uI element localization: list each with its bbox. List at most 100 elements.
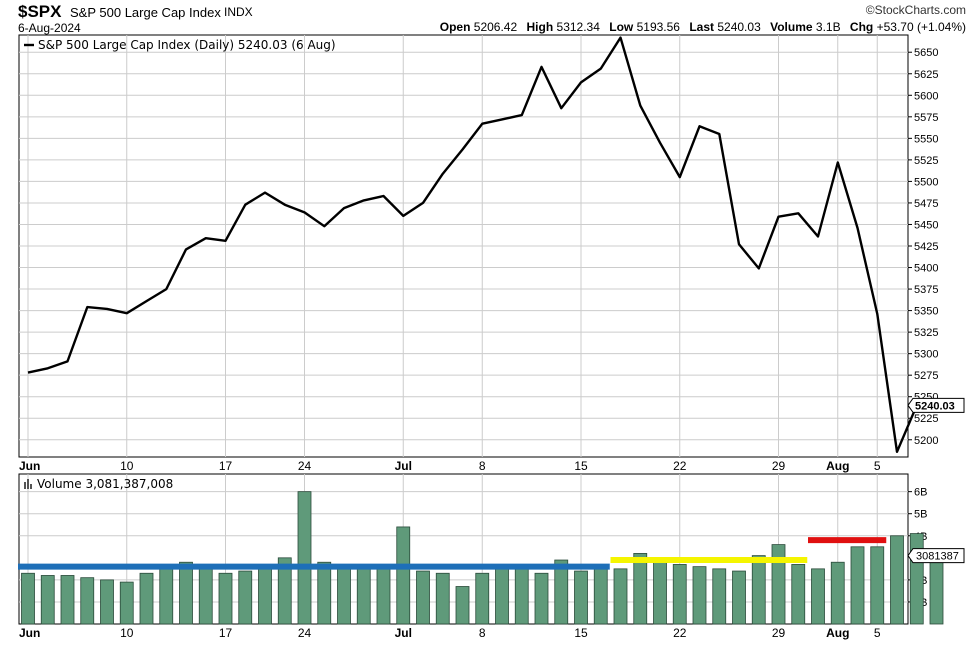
- volume-x-tick-label: Jun: [19, 626, 40, 640]
- volume-bar: [890, 535, 904, 625]
- last-volume-tag-box: [907, 548, 965, 564]
- legend-bar-3: [30, 484, 32, 489]
- last-price-tag-box: [907, 397, 965, 413]
- volume-value: 3.1B: [815, 20, 841, 34]
- last-volume-tag: 3081387: [907, 548, 965, 564]
- last-price-tag: 5240.03: [907, 397, 965, 413]
- volume-bar: [198, 568, 213, 625]
- price-x-axis: Jun 10 17 24 Jul 8 15 22 29 Aug 5: [19, 459, 881, 473]
- price-x-tick-label: 24: [298, 459, 312, 473]
- quote-bar: Open 5206.42 High 5312.34 Low 5193.56 La…: [434, 20, 966, 34]
- volume-bar: [514, 568, 529, 625]
- open-value: 5206.42: [473, 20, 518, 34]
- volume-bar: [870, 546, 885, 625]
- volume-x-tick-label: 10: [120, 626, 134, 640]
- volume-bar: [475, 572, 490, 625]
- volume-bar: [455, 586, 470, 625]
- volume-bar: [80, 577, 95, 625]
- volume-x-tick-label: 15: [574, 626, 588, 640]
- volume-bar: [751, 555, 766, 625]
- volume-bar: [396, 526, 411, 625]
- price-x-tick-label: 10: [120, 459, 134, 473]
- volume-bar: [119, 581, 134, 625]
- ticker-symbol: $SPX: [18, 2, 62, 21]
- low-value: 5193.56: [636, 20, 680, 34]
- price-x-tick-label: Aug: [826, 459, 849, 473]
- price-y-tick-label: 5200: [914, 435, 938, 447]
- volume-bar: [811, 568, 825, 625]
- price-y-tick-label: 5450: [914, 219, 938, 231]
- price-y-tick-label: 5550: [914, 133, 938, 145]
- price-y-tick-label: 5400: [914, 263, 938, 275]
- volume-bar: [21, 572, 35, 625]
- volume-x-tick-label: Jul: [395, 626, 412, 640]
- change-value: +53.70 (+1.04%): [876, 20, 966, 34]
- legend-bar-1: [24, 482, 26, 489]
- chart-header: $SPX S&P 500 Large Cap Index INDX 6-Aug-…: [4, 2, 970, 36]
- price-x-tick-label: 15: [574, 459, 588, 473]
- volume-bar: [830, 561, 845, 625]
- volume-bar: [139, 572, 154, 625]
- volume-bar: [909, 533, 924, 625]
- price-y-tick-label: 5350: [914, 306, 938, 318]
- price-y-tick-label: 5525: [914, 155, 938, 167]
- open-label: Open: [439, 20, 471, 34]
- volume-legend: Volume 3,081,387,008: [24, 477, 173, 491]
- volume-bar: [613, 568, 628, 625]
- volume-bar: [574, 570, 588, 625]
- volume-x-tick-label: Aug: [826, 626, 849, 640]
- volume-bar: [929, 555, 944, 625]
- price-x-tick-label: 29: [772, 459, 786, 473]
- volume-bar: [554, 559, 569, 625]
- volume-bar: [534, 572, 549, 625]
- high-label: High: [526, 20, 554, 34]
- last-volume-tag-text: 3081387: [916, 551, 959, 563]
- price-y-tick-label: 5575: [914, 112, 938, 124]
- volume-x-tick-label: 8: [479, 626, 486, 640]
- price-x-tick-label: 22: [673, 459, 687, 473]
- price-y-tick-label: 5650: [914, 47, 938, 59]
- volume-bar: [277, 557, 292, 625]
- volume-bars: [21, 491, 944, 625]
- volume-bar: [791, 564, 806, 625]
- price-x-tick-label: 17: [219, 459, 233, 473]
- volume-bar: [40, 575, 55, 625]
- volume-bar: [376, 566, 391, 625]
- volume-bar: [258, 566, 272, 625]
- price-y-tick-label: 5325: [914, 327, 938, 339]
- last-price-tag-text: 5240.03: [915, 400, 955, 412]
- price-x-tick-label: 8: [479, 459, 486, 473]
- volume-bar: [732, 570, 746, 625]
- volume-bar: [238, 570, 253, 625]
- volume-reference-lines: [18, 537, 887, 570]
- volume-bar: [356, 564, 371, 625]
- volume-bar: [771, 544, 786, 625]
- volume-bar: [593, 568, 608, 625]
- price-x-tick-label: Jul: [395, 459, 412, 473]
- exchange-label: INDX: [224, 5, 253, 19]
- change-label: Chg: [849, 20, 874, 34]
- legend-bar-2: [27, 479, 29, 489]
- index-name: S&P 500 Large Cap Index: [70, 5, 221, 20]
- price-y-tick-label: 5225: [914, 413, 938, 425]
- price-y-tick-label: 5275: [914, 370, 938, 382]
- volume-bar: [179, 561, 193, 625]
- volume-bar: [60, 575, 75, 625]
- volume-bar: [317, 561, 332, 625]
- volume-y-tick-label: 6B: [914, 487, 927, 499]
- chart-date: 6-Aug-2024: [18, 21, 81, 35]
- volume-x-tick-label: 24: [298, 626, 312, 640]
- price-legend-text: S&P 500 Large Cap Index (Daily) 5240.03 …: [38, 38, 336, 52]
- volume-bar: [495, 568, 509, 625]
- high-value: 5312.34: [556, 20, 600, 34]
- stockcharts-brand[interactable]: ©StockCharts.com: [865, 3, 966, 17]
- volume-bar: [337, 564, 351, 625]
- volume-x-tick-label: 17: [219, 626, 233, 640]
- volume-x-tick-label: 22: [673, 626, 687, 640]
- volume-bar: [100, 579, 114, 625]
- price-line: [27, 36, 918, 453]
- volume-bar: [633, 553, 648, 625]
- price-x-tick-label: Jun: [19, 459, 40, 473]
- price-y-tick-label: 5475: [914, 198, 938, 210]
